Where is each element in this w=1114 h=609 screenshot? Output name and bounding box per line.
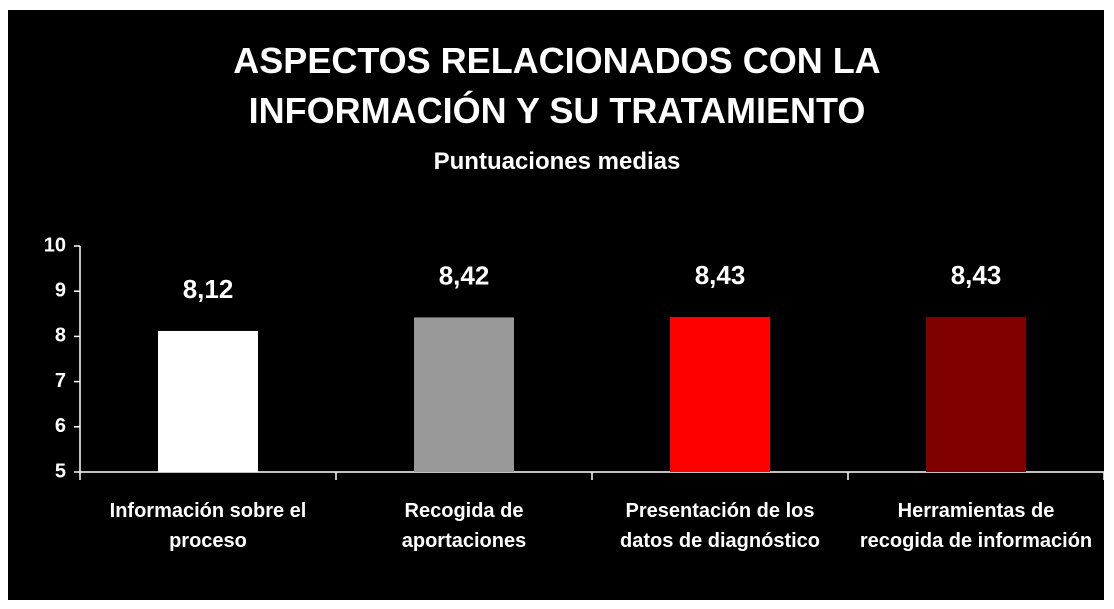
bar bbox=[926, 316, 1026, 472]
x-tick-label: Recogida de aportaciones bbox=[401, 500, 527, 552]
chart-background bbox=[8, 10, 1104, 600]
value-label: 8,42 bbox=[439, 260, 490, 290]
x-tick-label: Información sobre el proceso bbox=[109, 500, 307, 552]
y-tick-label: 8 bbox=[55, 325, 66, 347]
y-tick-label: 6 bbox=[55, 415, 66, 437]
value-label: 8,12 bbox=[183, 274, 234, 304]
y-tick-label: 5 bbox=[55, 460, 66, 482]
x-tick-label: Herramientas de recogida de información bbox=[859, 500, 1093, 552]
chart-subtitle: Puntuaciones medias bbox=[433, 148, 681, 175]
bar bbox=[158, 330, 258, 472]
value-label: 8,43 bbox=[951, 260, 1002, 290]
bar bbox=[414, 317, 514, 472]
y-tick-label: 9 bbox=[55, 279, 66, 301]
value-label: 8,43 bbox=[695, 260, 746, 290]
x-tick-label: Presentación de los datos de diagnóstico bbox=[619, 500, 821, 552]
y-tick-label: 10 bbox=[44, 234, 66, 256]
chart-title: ASPECTOS RELACIONADOS CON LA INFORMACIÓN… bbox=[233, 40, 881, 131]
y-tick-label: 7 bbox=[55, 370, 66, 392]
bar bbox=[670, 316, 770, 472]
